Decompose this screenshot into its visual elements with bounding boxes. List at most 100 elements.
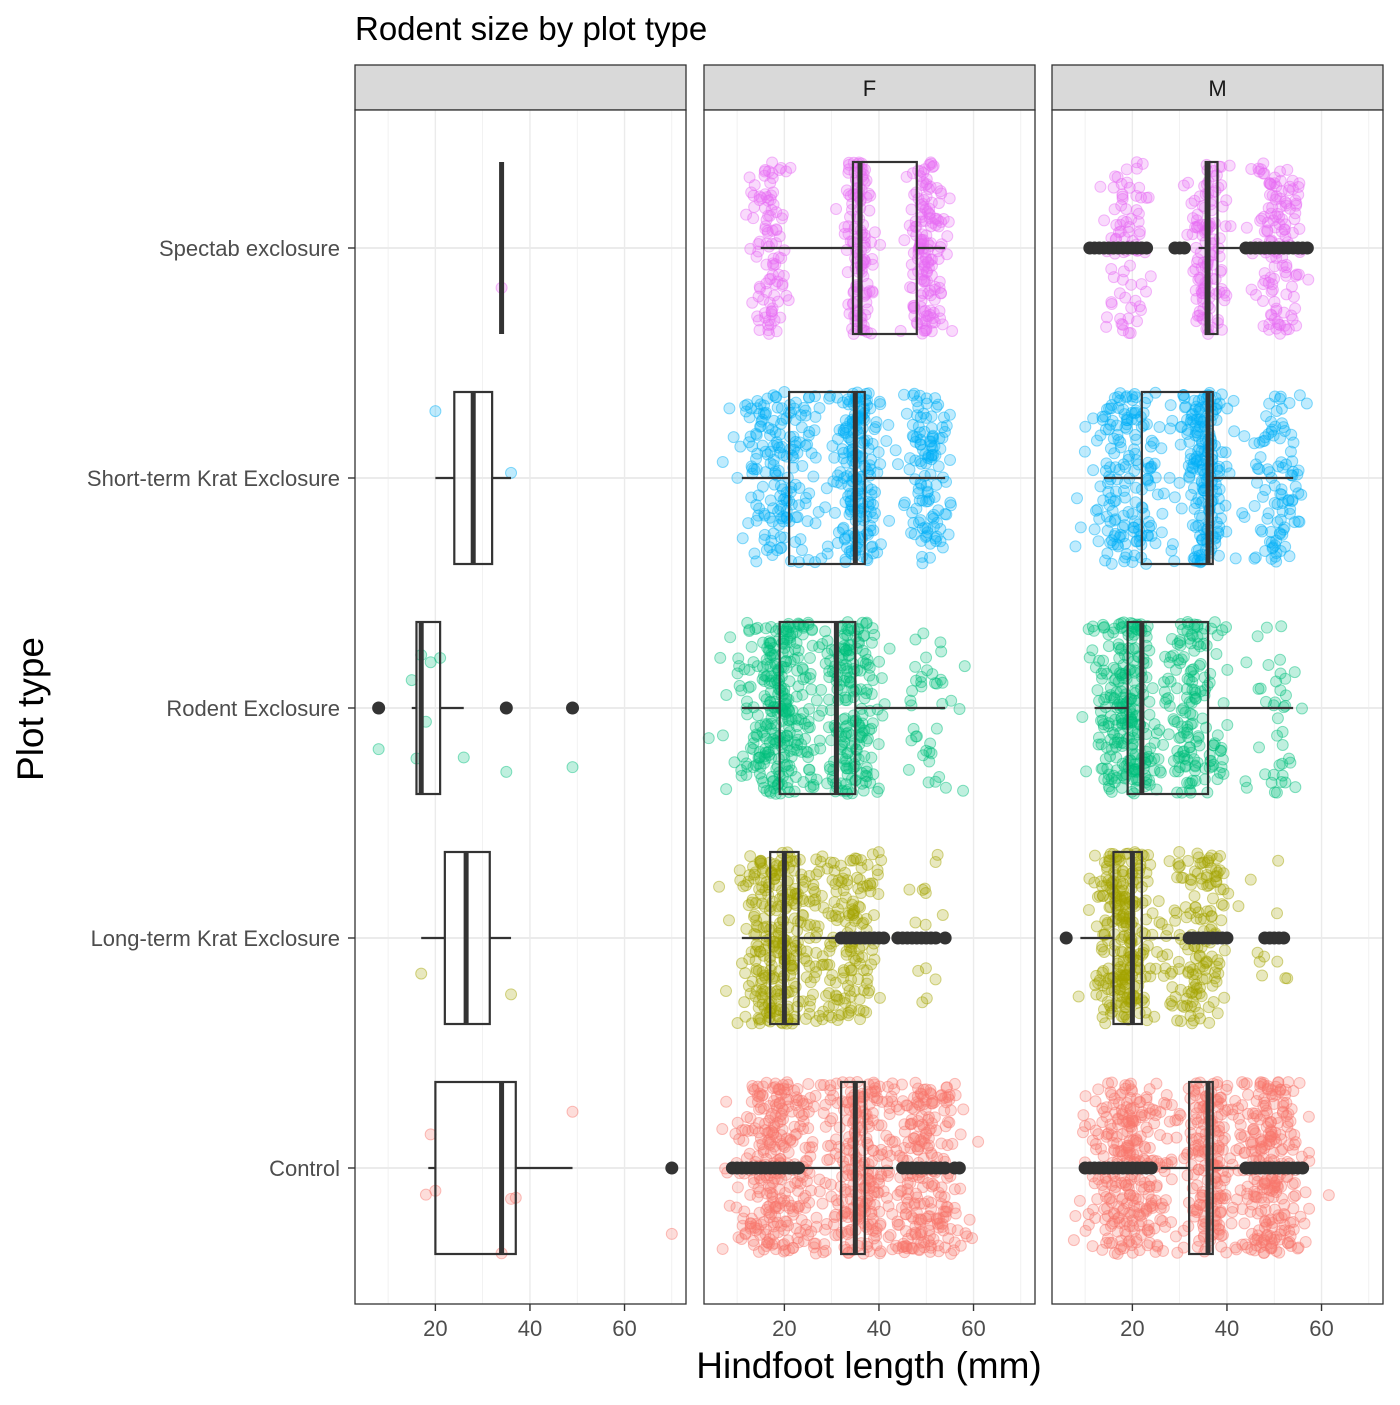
jitter-point — [1272, 956, 1283, 967]
jitter-point — [1166, 996, 1177, 1007]
jitter-point — [867, 438, 878, 449]
jitter-point — [1257, 970, 1268, 981]
jitter-point — [416, 968, 427, 979]
jitter-point — [1261, 1175, 1272, 1186]
jitter-point — [1087, 645, 1098, 656]
jitter-point — [897, 1096, 908, 1107]
jitter-point — [1124, 694, 1135, 705]
jitter-point — [937, 910, 948, 921]
jitter-point — [813, 710, 824, 721]
x-tick-label: 40 — [867, 1316, 891, 1341]
jitter-point — [862, 859, 873, 870]
jitter-point — [945, 1105, 956, 1116]
jitter-point — [1121, 1216, 1132, 1227]
jitter-point — [1156, 918, 1167, 929]
jitter-point — [913, 1144, 924, 1155]
jitter-point — [1080, 1091, 1091, 1102]
jitter-point — [1222, 720, 1233, 731]
jitter-point — [1163, 729, 1174, 740]
jitter-point — [1068, 1235, 1079, 1246]
jitter-point — [926, 423, 937, 434]
jitter-point — [930, 533, 941, 544]
jitter-point — [717, 1124, 728, 1135]
jitter-point — [803, 392, 814, 403]
jitter-point — [1276, 621, 1287, 632]
jitter-point — [933, 198, 944, 209]
jitter-point — [915, 515, 926, 526]
jitter-point — [1112, 737, 1123, 748]
jitter-point — [1192, 1117, 1203, 1128]
jitter-point — [1081, 766, 1092, 777]
jitter-point — [814, 735, 825, 746]
jitter-point — [745, 1113, 756, 1124]
jitter-point — [829, 865, 840, 876]
jitter-point — [924, 552, 935, 563]
x-tick-label: 40 — [518, 1316, 542, 1341]
jitter-point — [1174, 847, 1185, 858]
jitter-point — [749, 548, 760, 559]
jitter-point — [818, 959, 829, 970]
jitter-point — [1249, 500, 1260, 511]
jitter-point — [759, 170, 770, 181]
jitter-point — [913, 1121, 924, 1132]
jitter-point — [767, 550, 778, 561]
jitter-point — [1219, 992, 1230, 1003]
jitter-point — [894, 1150, 905, 1161]
jitter-point — [908, 723, 919, 734]
jitter-point — [1230, 1095, 1241, 1106]
jitter-point — [931, 479, 942, 490]
jitter-point — [848, 710, 859, 721]
jitter-point — [1101, 1111, 1112, 1122]
jitter-point — [852, 872, 863, 883]
jitter-point — [751, 915, 762, 926]
jitter-point — [867, 541, 878, 552]
jitter-point — [1268, 700, 1279, 711]
jitter-point — [567, 1106, 578, 1117]
jitter-point — [1106, 399, 1117, 410]
jitter-point — [746, 492, 757, 503]
jitter-point — [1231, 1194, 1242, 1205]
jitter-point — [1174, 860, 1185, 871]
jitter-point — [430, 406, 441, 417]
jitter-point — [759, 675, 770, 686]
jitter-point — [940, 1121, 951, 1132]
jitter-point — [825, 1179, 836, 1190]
jitter-point — [758, 782, 769, 793]
jitter-point — [890, 445, 901, 456]
jitter-point — [1191, 736, 1202, 747]
jitter-point — [1195, 1192, 1206, 1203]
jitter-point — [1212, 471, 1223, 482]
jitter-point — [788, 964, 799, 975]
jitter-point — [1131, 1135, 1142, 1146]
jitter-point — [906, 735, 917, 746]
jitter-point — [1226, 1218, 1237, 1229]
jitter-point — [1259, 1142, 1270, 1153]
jitter-point — [804, 427, 815, 438]
jitter-point — [1161, 931, 1172, 942]
jitter-point — [1249, 553, 1260, 564]
jitter-point — [1170, 766, 1181, 777]
jitter-point — [1237, 1239, 1248, 1250]
jitter-point — [1095, 1143, 1106, 1154]
jitter-point — [759, 534, 770, 545]
jitter-point — [1070, 541, 1081, 552]
jitter-point — [929, 441, 940, 452]
jitter-point — [916, 1089, 927, 1100]
jitter-point — [798, 708, 809, 719]
jitter-point — [1216, 1098, 1227, 1109]
jitter-point — [861, 1133, 872, 1144]
jitter-point — [1216, 1241, 1227, 1252]
jitter-point — [1214, 958, 1225, 969]
jitter-point — [931, 401, 942, 412]
jitter-point — [745, 851, 756, 862]
jitter-point — [1097, 414, 1108, 425]
jitter-point — [1163, 692, 1174, 703]
jitter-point — [1097, 890, 1108, 901]
jitter-point — [783, 1195, 794, 1206]
jitter-point — [936, 1198, 947, 1209]
jitter-point — [1109, 515, 1120, 526]
jitter-point — [1074, 1195, 1085, 1206]
jitter-point — [768, 187, 779, 198]
jitter-point — [1151, 1078, 1162, 1089]
